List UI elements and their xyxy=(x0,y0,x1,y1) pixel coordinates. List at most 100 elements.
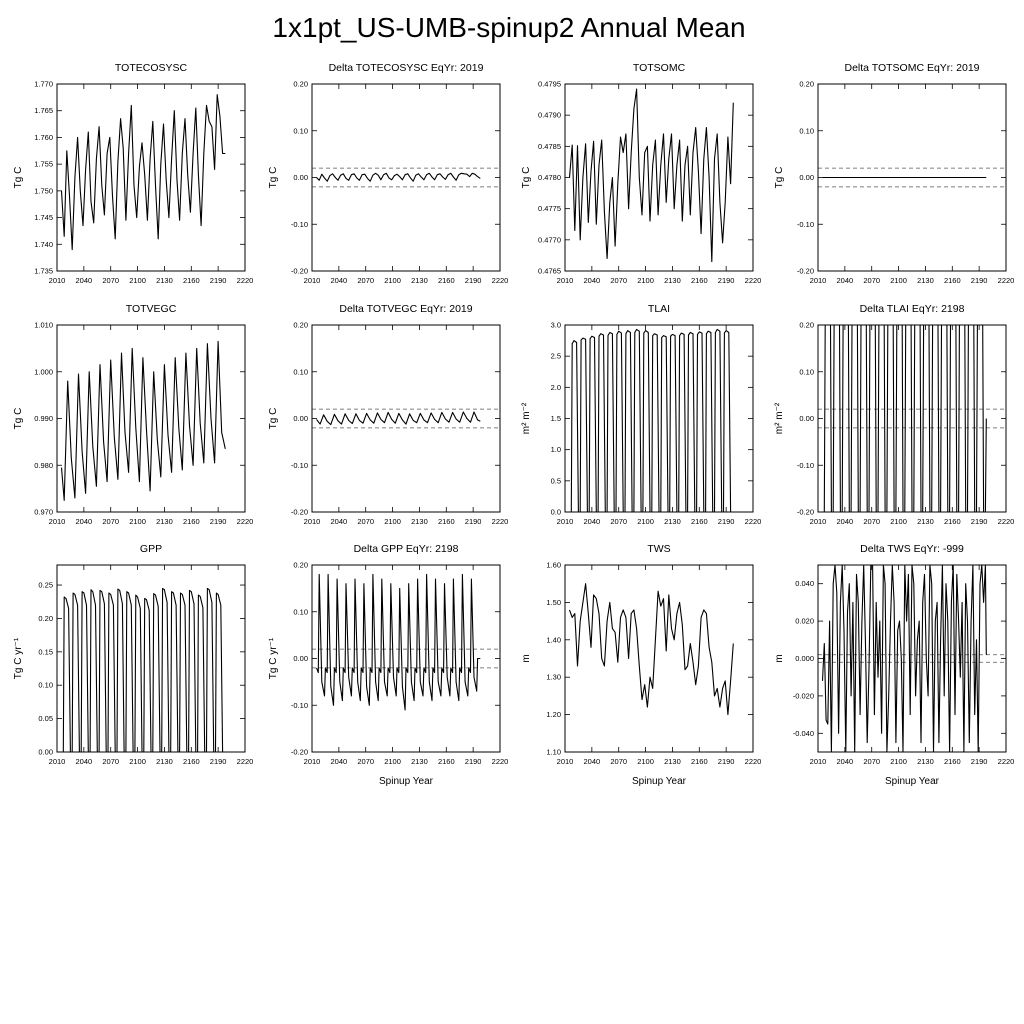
panel-4-xtick-label: 2160 xyxy=(944,276,961,285)
panel-3-ylabel: Tg C xyxy=(521,167,532,189)
panel-4-ytick-label: 0.20 xyxy=(799,80,814,89)
panel-12-xtick-label: 2130 xyxy=(917,757,934,766)
panel-11-frame xyxy=(565,565,753,752)
panel-12-title: Delta TWS EqYr: -999 xyxy=(860,543,964,555)
panel-5-ytick-label: 0.980 xyxy=(34,461,53,470)
panel-10-xtick-label: 2220 xyxy=(492,757,509,766)
panel-9-xtick-label: 2190 xyxy=(210,757,227,766)
panel-2-xtick-label: 2010 xyxy=(304,276,321,285)
panel-11-title: TWS xyxy=(647,543,670,555)
panel-6-ytick-label: 0.10 xyxy=(293,367,308,376)
panel-2-ytick-label: -0.20 xyxy=(291,267,308,276)
panel-3-xtick-label: 2160 xyxy=(691,276,708,285)
panel-8-ytick-label: 0.00 xyxy=(799,414,814,423)
panel-10-title: Delta GPP EqYr: 2198 xyxy=(354,543,459,555)
panel-4-xtick-label: 2130 xyxy=(917,276,934,285)
panel-5-xtick-label: 2220 xyxy=(237,517,254,526)
panel-6-series-line xyxy=(317,412,481,425)
panel-4-xtick-label: 2100 xyxy=(890,276,907,285)
panel-9-title: GPP xyxy=(140,543,162,555)
panel-9-xtick-label: 2100 xyxy=(129,757,146,766)
panel-11-ytick-label: 1.30 xyxy=(546,673,561,682)
panel-1-title: TOTECOSYSC xyxy=(115,62,188,74)
panel-6-xtick-label: 2160 xyxy=(438,517,455,526)
panel-7-xtick-label: 2010 xyxy=(557,517,574,526)
panel-11-xlabel: Spinup Year xyxy=(632,776,687,787)
panel-6-ytick-label: 0.00 xyxy=(293,414,308,423)
panel-10-ytick-label: 0.00 xyxy=(293,654,308,663)
panel-11-ytick-label: 1.50 xyxy=(546,598,561,607)
panel-2-xtick-label: 2100 xyxy=(384,276,401,285)
panel-12-series-line xyxy=(823,565,987,752)
panel-5-xtick-label: 2190 xyxy=(210,517,227,526)
panel-2-title: Delta TOTECOSYSC EqYr: 2019 xyxy=(329,62,484,74)
panel-9-xtick-label: 2040 xyxy=(76,757,93,766)
panel-9-xtick-label: 2220 xyxy=(237,757,254,766)
panel-1-ytick-label: 1.765 xyxy=(34,106,53,115)
panel-10-xtick-label: 2100 xyxy=(384,757,401,766)
panel-1-xtick-label: 2070 xyxy=(102,276,119,285)
panel-5-xtick-label: 2070 xyxy=(102,517,119,526)
panel-2-xtick-label: 2160 xyxy=(438,276,455,285)
panel-8-ytick-label: 0.20 xyxy=(799,321,814,330)
panel-6-xtick-label: 2100 xyxy=(384,517,401,526)
panel-10-xtick-label: 2040 xyxy=(331,757,348,766)
panel-8-xtick-label: 2100 xyxy=(890,517,907,526)
panel-12-xtick-label: 2010 xyxy=(810,757,827,766)
panel-12-ytick-label: -0.040 xyxy=(793,729,814,738)
panel-4-xtick-label: 2190 xyxy=(971,276,988,285)
panel-1-ytick-label: 1.745 xyxy=(34,213,53,222)
panel-4-xtick-label: 2010 xyxy=(810,276,827,285)
panel-4-ytick-label: 0.10 xyxy=(799,126,814,135)
panel-11-series-line xyxy=(570,584,734,715)
panel-3-xtick-label: 2220 xyxy=(745,276,762,285)
panel-1-ytick-label: 1.770 xyxy=(34,80,53,89)
panel-1-xtick-label: 2220 xyxy=(237,276,254,285)
panel-7-ylabel: m² m⁻² xyxy=(521,402,532,434)
panel-9-ytick-label: 0.05 xyxy=(38,714,53,723)
panel-10-xtick-label: 2190 xyxy=(465,757,482,766)
panel-12-xtick-label: 2070 xyxy=(863,757,880,766)
panel-12-xtick-label: 2040 xyxy=(837,757,854,766)
panel-9-xtick-label: 2130 xyxy=(156,757,173,766)
panel-5-xtick-label: 2040 xyxy=(76,517,93,526)
panel-9-ytick-label: 0.25 xyxy=(38,581,53,590)
panel-2-series-line xyxy=(317,173,481,181)
panel-3-title: TOTSOMC xyxy=(633,62,686,74)
panel-4-xtick-label: 2070 xyxy=(863,276,880,285)
panel-6-xtick-label: 2070 xyxy=(357,517,374,526)
panel-11-ylabel: m xyxy=(521,654,532,662)
panel-6-xtick-label: 2130 xyxy=(411,517,428,526)
panel-6-xtick-label: 2220 xyxy=(492,517,509,526)
panel-10-xlabel: Spinup Year xyxy=(379,776,434,787)
panel-2-frame xyxy=(312,84,500,271)
panel-9-xtick-label: 2160 xyxy=(183,757,200,766)
panel-2-ytick-label: 0.00 xyxy=(293,173,308,182)
panel-2-xtick-label: 2130 xyxy=(411,276,428,285)
panel-11-xtick-label: 2130 xyxy=(664,757,681,766)
panel-8-ytick-label: -0.10 xyxy=(797,461,814,470)
panel-11-xtick-label: 2010 xyxy=(557,757,574,766)
panel-1-ylabel: Tg C xyxy=(13,167,24,189)
panel-7-ytick-label: 2.0 xyxy=(551,383,561,392)
panel-4-title: Delta TOTSOMC EqYr: 2019 xyxy=(845,62,980,74)
panel-6-xtick-label: 2190 xyxy=(465,517,482,526)
panel-6-ytick-label: 0.20 xyxy=(293,321,308,330)
panel-3-series-line xyxy=(570,89,734,262)
panel-7-ytick-label: 1.5 xyxy=(551,414,561,423)
panel-12-ytick-label: 0.040 xyxy=(795,579,814,588)
panel-9-ytick-label: 0.15 xyxy=(38,647,53,656)
panel-1-xtick-label: 2130 xyxy=(156,276,173,285)
panel-7-ytick-label: 1.0 xyxy=(551,445,561,454)
panel-8-xtick-label: 2190 xyxy=(971,517,988,526)
panel-6-xtick-label: 2010 xyxy=(304,517,321,526)
panel-10-ytick-label: 0.20 xyxy=(293,561,308,570)
panel-6-ytick-label: -0.10 xyxy=(291,461,308,470)
panel-3-xtick-label: 2040 xyxy=(584,276,601,285)
panel-7-ytick-label: 0.0 xyxy=(551,508,561,517)
panel-7-xtick-label: 2160 xyxy=(691,517,708,526)
panel-1-xtick-label: 2040 xyxy=(76,276,93,285)
panel-5-ytick-label: 1.000 xyxy=(34,367,53,376)
panel-3-ytick-label: 0.4790 xyxy=(538,111,561,120)
panel-2-ytick-label: -0.10 xyxy=(291,220,308,229)
